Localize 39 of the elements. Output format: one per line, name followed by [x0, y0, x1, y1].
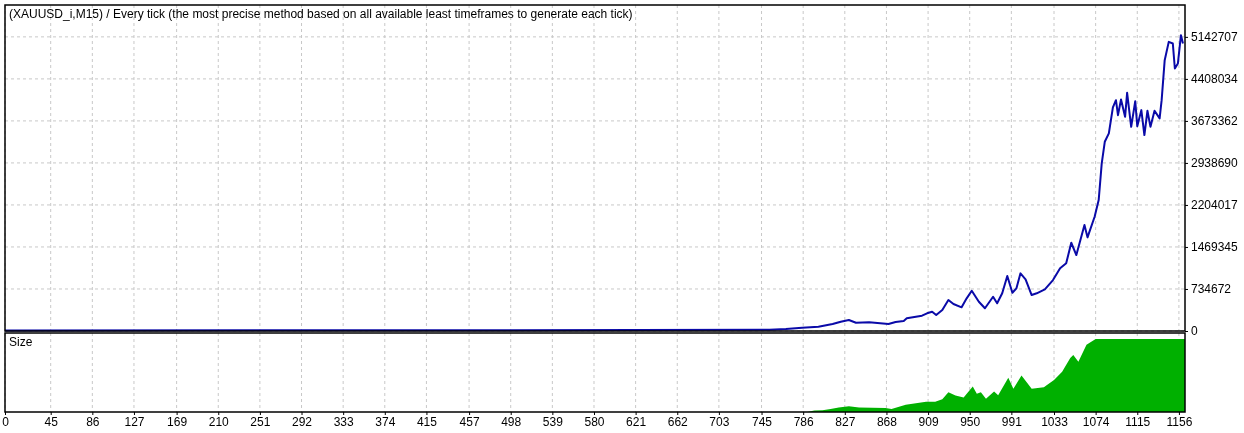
x-tick-label: 1156 — [1166, 414, 1193, 429]
chart-title: (XAUUSD_i,M15) / Every tick (the most precise method based on all available least timeframes to generate each tick) — [9, 7, 633, 21]
x-tick-label: 415 — [416, 414, 438, 429]
y-tick-label: 4408034 — [1191, 72, 1239, 87]
x-tick-label: 909 — [918, 414, 939, 429]
chart-title: Size — [9, 335, 33, 349]
x-tick-label: 786 — [793, 414, 815, 429]
x-tick-label: 621 — [626, 414, 647, 429]
x-tick-label: 1033 — [1041, 414, 1069, 429]
y-tick-label: 1469345 — [1191, 240, 1239, 255]
x-tick-label: 868 — [876, 414, 898, 429]
x-tick-label: 580 — [584, 414, 605, 429]
x-tick-label: 991 — [1001, 414, 1023, 429]
y-tick-label: 5142707 — [1191, 30, 1239, 45]
x-tick-label: 169 — [167, 414, 188, 429]
x-tick-label: 662 — [667, 414, 689, 429]
y-tick-label: 3673362 — [1191, 114, 1239, 129]
y-tick-label: 2938690 — [1191, 156, 1239, 171]
x-tick-label: 457 — [459, 414, 480, 429]
x-tick-label: 292 — [292, 414, 313, 429]
x-tick-label: 210 — [208, 414, 230, 429]
x-tick-label: 950 — [960, 414, 981, 429]
y-tick-label: 2204017 — [1191, 198, 1239, 213]
x-tick-label: 251 — [250, 414, 271, 429]
x-tick-label: 539 — [542, 414, 564, 429]
x-tick-label: 374 — [375, 414, 396, 429]
x-tick-label: 1074 — [1082, 414, 1110, 429]
x-tick-label: 498 — [501, 414, 522, 429]
x-tick-label: 827 — [835, 414, 856, 429]
y-tick-label: 0 — [1191, 324, 1198, 339]
x-tick-label: 333 — [333, 414, 354, 429]
x-tick-label: 45 — [44, 414, 59, 429]
x-tick-label: 0 — [2, 414, 10, 429]
x-tick-label: 703 — [709, 414, 730, 429]
x-tick-label: 745 — [752, 414, 773, 429]
x-tick-label: 86 — [86, 414, 100, 429]
x-tick-label: 1115 — [1125, 414, 1151, 429]
y-tick-label: 734672 — [1191, 282, 1232, 297]
x-tick-label: 127 — [124, 414, 145, 429]
